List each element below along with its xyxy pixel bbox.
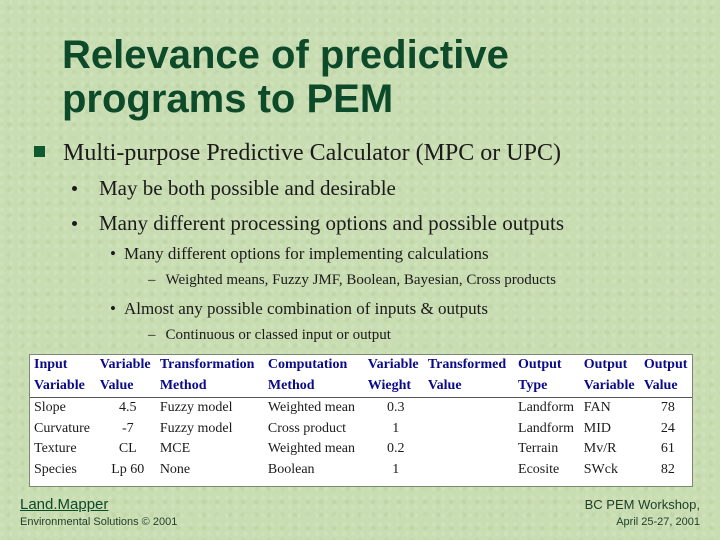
table-cell: CL bbox=[118, 441, 137, 456]
table-cell: Slope bbox=[34, 400, 66, 415]
title-line-1: Relevance of predictive bbox=[62, 33, 509, 77]
table-row: Slope 4.5 Fuzzy model Weighted mean 0.3 … bbox=[30, 398, 692, 419]
table-cell bbox=[424, 439, 514, 460]
column-header: Variable bbox=[367, 357, 419, 372]
column-header: Variable bbox=[583, 377, 635, 393]
bullet-level2: Many different processing options and po… bbox=[72, 211, 564, 236]
table-cell: Fuzzy model bbox=[159, 420, 233, 436]
table-cell: FAN bbox=[583, 400, 611, 415]
table-cell: 0.2 bbox=[387, 441, 405, 456]
bullet-text: Many different processing options and po… bbox=[99, 211, 565, 235]
table-cell: Terrain bbox=[518, 441, 559, 456]
table-cell: 4.5 bbox=[119, 400, 137, 415]
table-cell bbox=[424, 398, 514, 419]
table-cell: 1 bbox=[392, 461, 400, 477]
table-cell: 1 bbox=[392, 420, 400, 436]
table-cell: Lp 60 bbox=[111, 461, 145, 477]
column-header: Type bbox=[518, 377, 548, 393]
column-header: Value bbox=[427, 377, 462, 393]
column-header: Variable bbox=[34, 377, 85, 393]
table-cell: 82 bbox=[660, 461, 675, 477]
bullet-dot-icon: • bbox=[110, 299, 116, 318]
header-row: Input Variable Transformation Computatio… bbox=[30, 355, 692, 376]
bullet-text: Continuous or classed input or output bbox=[165, 327, 391, 343]
table-cell: Cross product bbox=[267, 420, 347, 436]
table-cell: MCE bbox=[159, 441, 191, 456]
dash-icon: – bbox=[148, 327, 156, 343]
column-header: Wieght bbox=[367, 377, 412, 393]
table-cell: MID bbox=[583, 420, 611, 436]
dash-icon: – bbox=[148, 272, 156, 288]
column-header: Output bbox=[518, 357, 562, 372]
table-cell bbox=[424, 419, 514, 440]
footer-logo-text: Land.Mapper bbox=[20, 496, 109, 513]
bullet-text: May be both possible and desirable bbox=[99, 176, 396, 200]
table-cell: None bbox=[159, 461, 191, 477]
table-cell: 0.3 bbox=[387, 400, 405, 415]
table-cell: Landform bbox=[518, 400, 574, 415]
footer-event: BC PEM Workshop, bbox=[584, 497, 700, 512]
column-header: Variable bbox=[99, 357, 151, 372]
table-row: Species Lp 60 None Boolean 1 Ecosite SWc… bbox=[30, 460, 692, 481]
bullet-level4: – Continuous or classed input or output bbox=[148, 327, 391, 344]
table-cell: Weighted mean bbox=[267, 400, 356, 415]
table-cell: Species bbox=[34, 461, 77, 477]
column-header: Transformed bbox=[427, 357, 507, 372]
bullet-level3: • Almost any possible combination of inpu… bbox=[110, 299, 488, 319]
column-header: Method bbox=[267, 377, 315, 393]
table-cell: 61 bbox=[660, 441, 675, 456]
footer-copyright: Environmental Solutions © 2001 bbox=[20, 516, 178, 528]
table-cell: Ecosite bbox=[518, 461, 560, 477]
column-header: Output bbox=[643, 357, 688, 372]
dot-bullet-icon bbox=[72, 186, 77, 191]
table-cell: Texture bbox=[34, 441, 77, 456]
table-cell: Fuzzy model bbox=[159, 400, 233, 415]
bullet-text: Many different options for implementing … bbox=[123, 244, 489, 263]
dot-bullet-icon bbox=[72, 221, 77, 226]
bullet-text: Almost any possible combination of input… bbox=[123, 299, 489, 318]
table-cell: Mv/R bbox=[583, 441, 617, 456]
bullet-level2: May be both possible and desirable bbox=[72, 176, 396, 201]
table-cell: Landform bbox=[518, 420, 574, 436]
bullet-level3: • Many different options for implementing… bbox=[110, 244, 489, 264]
bullet-text: Weighted means, Fuzzy JMF, Boolean, Baye… bbox=[165, 272, 556, 288]
data-table-panel: Input Variable Transformation Computatio… bbox=[29, 354, 693, 487]
bullet-level1: Multi-purpose Predictive Calculator (MPC… bbox=[34, 140, 561, 167]
column-header: Transformation bbox=[159, 357, 255, 372]
table-cell: Boolean bbox=[267, 461, 315, 477]
column-header: Value bbox=[99, 377, 134, 393]
table-cell: -7 bbox=[121, 420, 134, 436]
table-cell: SWck bbox=[583, 461, 618, 477]
column-header: Value bbox=[643, 377, 678, 393]
calculation-table: Input Variable Transformation Computatio… bbox=[30, 355, 692, 480]
title-line-2: programs to PEM bbox=[62, 77, 394, 121]
header-row: Variable Value Method Method Wieght Valu… bbox=[30, 376, 692, 398]
table-cell: 78 bbox=[660, 400, 675, 415]
table-row: Texture CL MCE Weighted mean 0.2 Terrain… bbox=[30, 439, 692, 460]
column-header: Input bbox=[34, 357, 68, 372]
table-row: Curvature -7 Fuzzy model Cross product 1… bbox=[30, 419, 692, 440]
table-cell: 24 bbox=[660, 420, 675, 436]
slide-title: Relevance of predictive programs to PEM bbox=[62, 33, 682, 121]
bullet-dot-icon: • bbox=[110, 244, 116, 263]
column-header: Method bbox=[159, 377, 207, 393]
square-bullet-icon bbox=[34, 146, 45, 157]
table-cell bbox=[424, 460, 514, 481]
table-cell: Curvature bbox=[34, 420, 90, 436]
column-header: Output bbox=[583, 357, 628, 372]
bullet-text: Multi-purpose Predictive Calculator (MPC… bbox=[63, 140, 561, 166]
table-cell: Weighted mean bbox=[267, 441, 356, 456]
bullet-level4: – Weighted means, Fuzzy JMF, Boolean, Bay… bbox=[148, 272, 556, 289]
column-header: Computation bbox=[267, 357, 348, 372]
footer-date: April 25-27, 2001 bbox=[616, 516, 700, 528]
